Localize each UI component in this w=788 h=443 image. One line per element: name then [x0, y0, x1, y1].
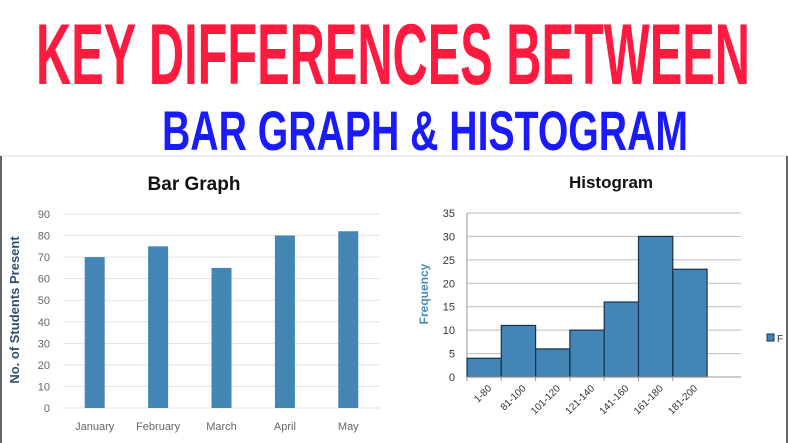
bar	[84, 257, 105, 408]
bar	[338, 231, 359, 408]
x-tick-label: January	[75, 421, 115, 433]
x-tick-label: 101-120	[529, 383, 563, 417]
y-tick-label: 5	[449, 349, 455, 361]
y-tick-label: 90	[38, 209, 50, 221]
bar-chart-title: Bar Graph	[148, 174, 241, 195]
histogram-bar	[500, 324, 537, 378]
x-tick-label: February	[136, 421, 181, 433]
y-tick-label: 0	[449, 372, 455, 384]
y-tick-label: 40	[38, 317, 50, 329]
histogram-bar	[672, 268, 708, 378]
y-tick-label: 25	[443, 255, 455, 267]
bar	[274, 235, 295, 408]
x-tick-label: 1-80	[472, 383, 494, 405]
y-tick-label: 50	[38, 295, 50, 307]
histogram-bar	[569, 329, 605, 378]
x-tick-label: 121-140	[563, 383, 597, 417]
histogram-ylabel: Frequency	[417, 263, 431, 324]
y-tick-label: 20	[38, 360, 50, 372]
bar	[148, 246, 169, 408]
main-subtitle: BAR GRAPH & HISTOGRAM	[162, 99, 688, 162]
x-tick-label: 141-160	[598, 383, 632, 417]
y-tick-label: 80	[38, 231, 50, 243]
y-tick-label: 30	[443, 231, 455, 243]
main-title: KEY DIFFERENCES BETWEEN	[36, 7, 750, 103]
histogram-legend-swatch	[766, 333, 775, 342]
histogram-bar	[603, 301, 640, 378]
y-tick-label: 10	[443, 325, 455, 337]
y-tick-label: 20	[443, 278, 455, 290]
bar-chart-ylabel: No. of Students Present	[7, 236, 22, 384]
histogram-bar	[534, 348, 571, 378]
y-tick-label: 0	[44, 403, 50, 415]
x-tick-label: 181-200	[666, 383, 700, 417]
y-tick-label: 10	[38, 381, 50, 393]
y-tick-label: 35	[443, 208, 455, 220]
y-tick-label: 70	[38, 252, 50, 264]
histogram-legend-label: F	[777, 334, 783, 345]
x-tick-label: March	[206, 421, 237, 433]
x-tick-label: May	[338, 421, 359, 433]
y-tick-label: 30	[38, 338, 50, 350]
x-tick-label: 81-100	[499, 383, 529, 413]
x-tick-label: 161-180	[632, 383, 666, 417]
histogram-bar	[637, 235, 674, 378]
x-tick-label: April	[274, 421, 296, 433]
y-tick-label: 15	[443, 302, 455, 314]
bar	[211, 267, 232, 408]
histogram-bar	[466, 357, 502, 378]
histogram-title: Histogram	[569, 173, 653, 192]
y-tick-label: 60	[38, 274, 50, 286]
